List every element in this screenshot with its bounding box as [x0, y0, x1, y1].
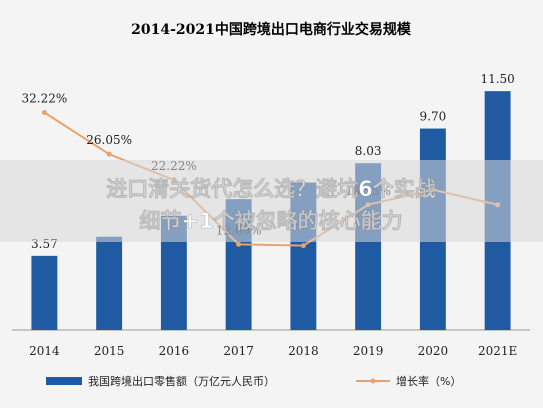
- growth-label-2014: 32.22%: [21, 92, 67, 106]
- legend-bar-label: 我国跨境出口零售额（万亿元人民币）: [88, 374, 275, 388]
- growth-point-2017: [236, 241, 242, 247]
- x-tick-2020: 2020: [418, 344, 449, 358]
- overlay-line-1: 进口清关货代怎么选？避坑6个实战: [106, 177, 436, 201]
- chart-title: 2014-2021中国跨境出口电商行业交易规模: [131, 21, 412, 38]
- x-tick-2016: 2016: [159, 344, 190, 358]
- legend-bar-swatch: [46, 377, 82, 385]
- growth-point-2015: [106, 151, 112, 157]
- legend-line-label: 增长率（%）: [396, 374, 461, 388]
- growth-label-2015: 26.05%: [86, 133, 132, 147]
- x-tick-2015: 2015: [94, 344, 125, 358]
- x-tick-2021E: 2021E: [478, 344, 517, 358]
- x-tick-2018: 2018: [288, 344, 319, 358]
- bar-2014: [31, 255, 58, 330]
- x-tick-2019: 2019: [353, 344, 384, 358]
- overlay-line-2: 细节+1个被忽略的核心能力: [139, 209, 402, 233]
- bar-label-2020: 9.70: [420, 110, 447, 124]
- bar-2015: [96, 236, 123, 330]
- growth-point-2018: [300, 243, 306, 249]
- legend-line-dot: [370, 378, 376, 384]
- overlay-banner: [0, 160, 543, 242]
- growth-point-2014: [41, 110, 47, 116]
- bar-label-2019: 8.03: [355, 144, 382, 158]
- legend: 我国跨境出口零售额（万亿元人民币） 增长率（%）: [46, 374, 461, 388]
- x-tick-2014: 2014: [29, 344, 60, 358]
- bar-label-2021E: 11.50: [480, 72, 514, 86]
- x-tick-2017: 2017: [223, 344, 254, 358]
